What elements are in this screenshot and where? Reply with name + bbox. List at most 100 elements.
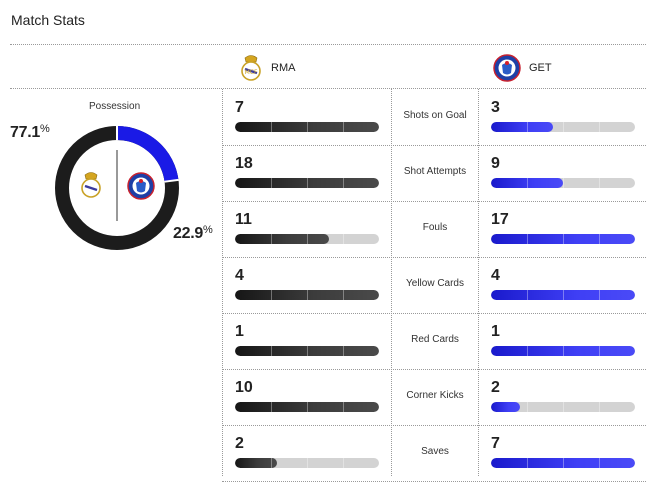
bar-segment-mark bbox=[563, 290, 564, 300]
real-madrid-crest-icon bbox=[81, 172, 101, 198]
column-divider-left bbox=[222, 89, 223, 476]
away-stat-bar-fill bbox=[491, 458, 635, 468]
bar-segment-mark bbox=[527, 234, 528, 244]
stat-row: 1 Red Cards 1 bbox=[0, 313, 653, 369]
bar-segment-mark bbox=[343, 402, 344, 412]
bar-segment-mark bbox=[271, 458, 272, 468]
bar-segment-mark bbox=[271, 290, 272, 300]
row-divider bbox=[222, 257, 646, 258]
bar-segment-mark bbox=[599, 234, 600, 244]
bar-segment-mark bbox=[563, 346, 564, 356]
bar-segment-mark bbox=[527, 122, 528, 132]
bar-segment-mark bbox=[271, 122, 272, 132]
home-team-abbr: RMA bbox=[271, 62, 296, 74]
bar-segment-mark bbox=[307, 402, 308, 412]
bar-segment-mark bbox=[343, 290, 344, 300]
away-stat-bar bbox=[491, 290, 635, 300]
getafe-crest-icon bbox=[493, 54, 521, 82]
away-stat-bar bbox=[491, 346, 635, 356]
svg-text:MCF: MCF bbox=[245, 69, 258, 76]
bar-segment-mark bbox=[307, 122, 308, 132]
away-stat-value: 3 bbox=[491, 99, 500, 116]
away-stat-value: 2 bbox=[491, 379, 500, 396]
bar-segment-mark bbox=[599, 290, 600, 300]
away-stat-value: 1 bbox=[491, 323, 500, 340]
away-stat-bar-fill bbox=[491, 122, 553, 132]
real-madrid-crest-icon: MCF bbox=[239, 54, 263, 82]
bar-segment-mark bbox=[307, 458, 308, 468]
possession-label: Possession bbox=[89, 101, 141, 112]
bar-segment-mark bbox=[271, 346, 272, 356]
home-stat-value: 4 bbox=[235, 267, 244, 284]
home-stat-bar bbox=[235, 346, 379, 356]
home-stat-bar-fill bbox=[235, 234, 329, 244]
column-divider-mid-right bbox=[478, 89, 479, 476]
away-stat-bar bbox=[491, 178, 635, 188]
bar-segment-mark bbox=[343, 458, 344, 468]
home-stat-value: 7 bbox=[235, 99, 244, 116]
match-stats-title: Match Stats bbox=[11, 12, 85, 28]
bar-segment-mark bbox=[307, 178, 308, 188]
bar-segment-mark bbox=[307, 346, 308, 356]
stat-label: Shot Attempts bbox=[403, 166, 467, 177]
bar-segment-mark bbox=[271, 402, 272, 412]
bar-segment-mark bbox=[599, 122, 600, 132]
stat-row: 10 Corner Kicks 2 bbox=[0, 369, 653, 425]
home-stat-bar bbox=[235, 402, 379, 412]
away-stat-bar-fill bbox=[491, 290, 635, 300]
away-stat-bar-fill bbox=[491, 346, 635, 356]
away-team-abbr: GET bbox=[529, 62, 552, 74]
getafe-crest-icon bbox=[127, 172, 155, 200]
home-stat-bar-fill bbox=[235, 122, 379, 132]
bar-segment-mark bbox=[307, 290, 308, 300]
row-divider bbox=[222, 369, 646, 370]
bar-segment-mark bbox=[343, 178, 344, 188]
bar-segment-mark bbox=[563, 234, 564, 244]
home-stat-bar bbox=[235, 122, 379, 132]
home-stat-bar-fill bbox=[235, 178, 379, 188]
bar-segment-mark bbox=[599, 458, 600, 468]
stat-label: Fouls bbox=[422, 222, 448, 233]
home-stat-value: 11 bbox=[235, 211, 252, 228]
bar-segment-mark bbox=[527, 346, 528, 356]
bar-segment-mark bbox=[599, 346, 600, 356]
stat-row: 11 Fouls 17 bbox=[0, 201, 653, 257]
possession-donut-chart bbox=[55, 126, 179, 250]
away-possession-arc bbox=[116, 126, 179, 182]
row-divider bbox=[222, 145, 646, 146]
away-stat-bar-fill bbox=[491, 234, 635, 244]
bar-segment-mark bbox=[563, 122, 564, 132]
home-stat-bar-fill bbox=[235, 346, 379, 356]
stat-row: 18 Shot Attempts 9 bbox=[0, 145, 653, 201]
stat-row: 4 Yellow Cards 4 bbox=[0, 257, 653, 313]
bar-segment-mark bbox=[563, 178, 564, 188]
stat-label: Red Cards bbox=[411, 334, 459, 345]
away-possession-pct: 22.9% bbox=[173, 224, 213, 242]
bar-segment-mark bbox=[563, 402, 564, 412]
home-stat-bar-fill bbox=[235, 290, 379, 300]
home-stat-value: 10 bbox=[235, 379, 253, 396]
bar-segment-mark bbox=[271, 234, 272, 244]
bar-segment-mark bbox=[599, 402, 600, 412]
away-stat-bar-fill bbox=[491, 402, 520, 412]
away-stat-bar-fill bbox=[491, 178, 563, 188]
away-stat-bar bbox=[491, 402, 635, 412]
bar-segment-mark bbox=[527, 290, 528, 300]
bar-segment-mark bbox=[527, 178, 528, 188]
away-stat-bar bbox=[491, 458, 635, 468]
bar-segment-mark bbox=[527, 402, 528, 412]
away-stat-bar bbox=[491, 234, 635, 244]
home-stat-bar-fill bbox=[235, 402, 379, 412]
home-possession-pct: 77.1% bbox=[10, 123, 50, 141]
home-stat-value: 2 bbox=[235, 435, 244, 452]
bar-segment-mark bbox=[343, 122, 344, 132]
team-header-divider bbox=[10, 88, 646, 89]
stat-label: Yellow Cards bbox=[406, 278, 464, 289]
stat-label: Saves bbox=[421, 446, 449, 457]
bar-segment-mark bbox=[599, 178, 600, 188]
home-stat-bar bbox=[235, 290, 379, 300]
away-stat-bar bbox=[491, 122, 635, 132]
home-team-header: MCF RMA bbox=[239, 54, 295, 82]
bar-segment-mark bbox=[271, 178, 272, 188]
row-divider bbox=[222, 313, 646, 314]
